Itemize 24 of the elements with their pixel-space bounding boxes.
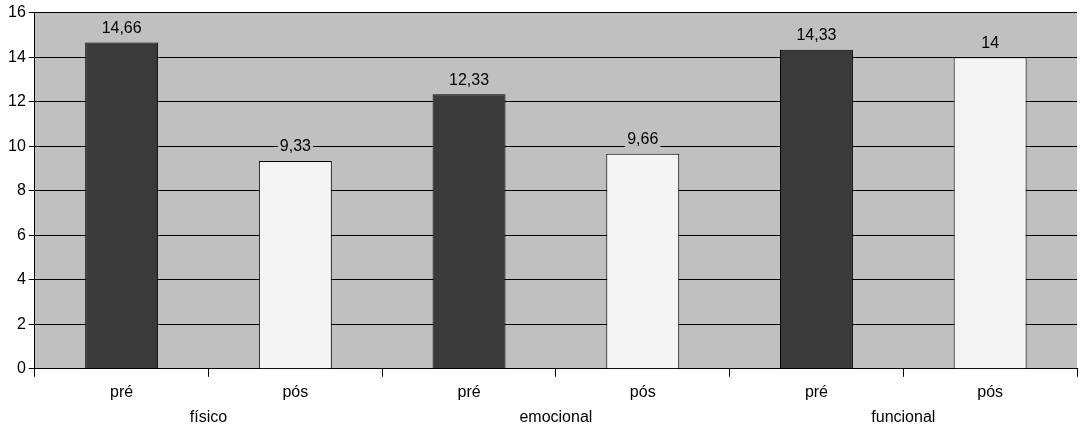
y-tick-label: 6	[16, 225, 26, 243]
text: funcional	[871, 408, 936, 426]
x-tick-label: pós	[977, 382, 1004, 400]
y-tick-label: 8	[16, 181, 26, 199]
data-label: 9,33	[279, 137, 312, 155]
data-label: 9,66	[627, 130, 659, 148]
data-label: 14,33	[796, 26, 837, 44]
text: físico	[189, 408, 228, 426]
y-tick-label: 2	[16, 314, 26, 332]
y-tick-label: 16	[8, 3, 26, 21]
x-tick-label: pós	[282, 382, 309, 400]
x-tick-label: pré	[457, 382, 481, 400]
y-tick-label: 10	[8, 136, 26, 154]
y-tick-label: 12	[8, 92, 26, 110]
data-label: 12,33	[449, 70, 490, 88]
x-tick-label: pós	[629, 382, 656, 400]
x-tick-label: pré	[110, 382, 134, 400]
text: emocional	[519, 408, 593, 426]
y-tick-label: 4	[16, 270, 26, 288]
y-tick-label: 0	[16, 359, 26, 377]
data-label: 14	[981, 33, 1000, 51]
x-tick-label: pré	[804, 382, 829, 400]
data-label: 14,66	[101, 18, 142, 36]
y-tick-label: 14	[8, 47, 26, 65]
